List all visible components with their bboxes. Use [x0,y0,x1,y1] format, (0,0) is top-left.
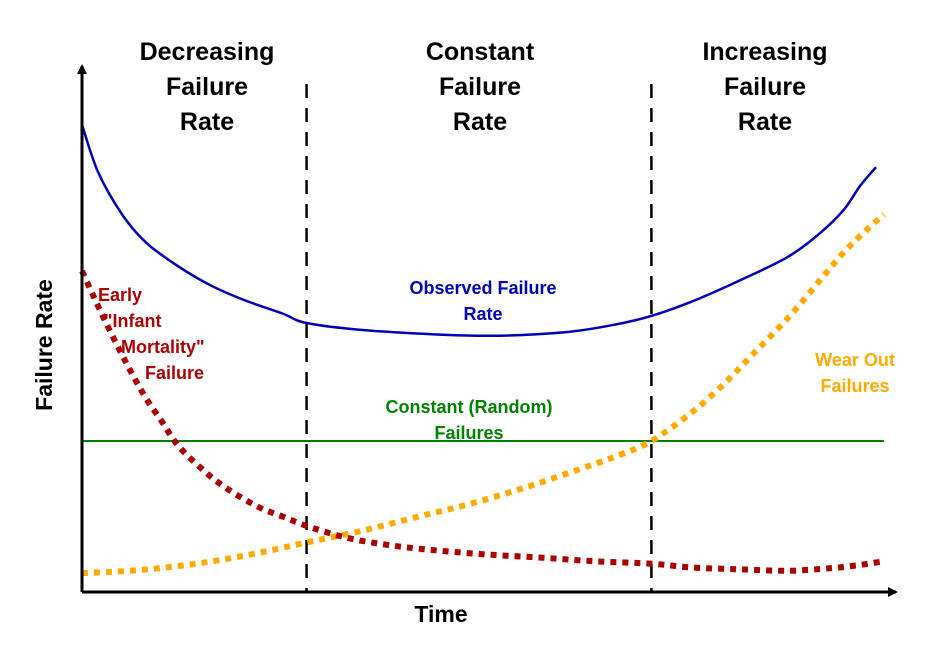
series-early-infant-mortality-failure [79,269,885,574]
phase-label-2: Constant Failure Rate [426,38,535,136]
phase-label-1: Decreasing Failure Rate [140,38,275,136]
series-observed-failure-rate [80,124,877,338]
series-label-wear-out-failures: Wear Out Failures [815,350,895,396]
phase-label-3: Increasing Failure Rate [702,38,827,136]
series-label-constant-random-failures: Constant (Random) Failures [386,397,553,443]
y-axis-label: Failure Rate [31,279,57,411]
series-label-early-infant-mortality-failure: Early "Infant Mortality" Failure [98,285,205,383]
series-label-observed-failure-rate: Observed Failure Rate [409,278,556,324]
x-axis-label: Time [414,601,467,627]
series-wear-out-failures [81,212,886,577]
